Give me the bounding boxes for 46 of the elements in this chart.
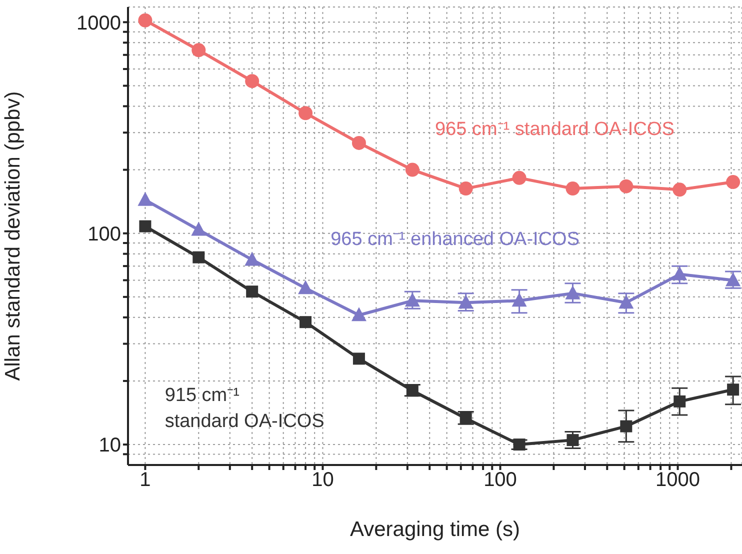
point [460, 412, 472, 424]
point [726, 175, 740, 190]
point [246, 286, 258, 298]
series-label: 915 cm⁻¹ standard OA-ICOS [164, 384, 324, 432]
y-axis-title: Allan standard deviation (ppbv) [1, 91, 24, 381]
point [406, 384, 418, 397]
point [192, 43, 206, 58]
point [138, 13, 152, 28]
point [512, 170, 526, 185]
point [620, 420, 632, 432]
point [512, 292, 527, 307]
point [674, 395, 686, 408]
point [192, 251, 205, 264]
point [727, 384, 740, 396]
x-tick-label: 1000 [656, 469, 700, 492]
y-tick-label: 1000 [76, 12, 121, 34]
point [244, 252, 260, 266]
point [566, 182, 580, 196]
point [138, 192, 153, 206]
point [139, 220, 152, 232]
y-tick-label: 100 [88, 223, 121, 246]
y-tick-label: 10 [98, 434, 121, 457]
point [565, 285, 580, 300]
point [351, 307, 366, 322]
series-label: 965 cm⁻¹ standard OA-ICOS [435, 119, 674, 140]
point [672, 182, 687, 197]
point [300, 316, 312, 328]
point [352, 136, 366, 150]
x-tick-label: 1 [140, 469, 151, 492]
point [352, 352, 365, 365]
point [298, 280, 314, 294]
point [513, 438, 526, 451]
point [619, 179, 634, 194]
series-label: 965 cm⁻¹ enhanced OA-ICOS [330, 229, 580, 250]
x-tick-label: 10 [312, 469, 334, 492]
point [458, 294, 474, 309]
point [298, 106, 313, 120]
point [672, 266, 688, 280]
point [566, 434, 579, 446]
x-tick-label: 100 [484, 469, 517, 492]
point [618, 294, 634, 309]
point [458, 182, 473, 196]
point [191, 222, 206, 236]
x-axis-title: Averaging time (s) [350, 518, 520, 541]
point [405, 162, 420, 177]
point [245, 74, 260, 88]
